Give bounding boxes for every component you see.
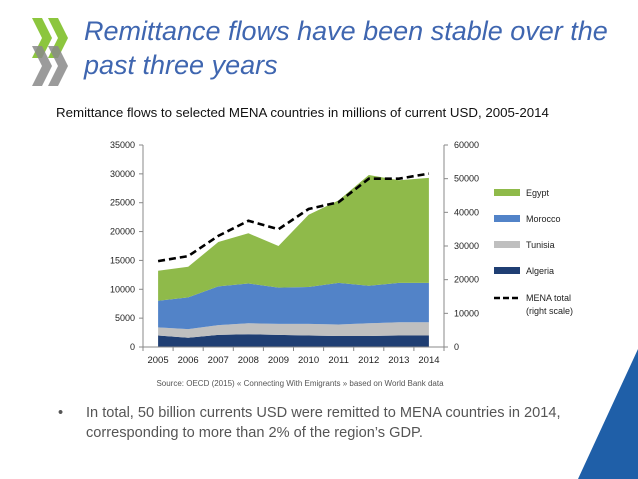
bullet-marker: • [58, 405, 64, 421]
left-tick-label: 5000 [115, 313, 135, 323]
x-tick-label: 2014 [418, 355, 439, 366]
x-tick-label: 2008 [238, 355, 259, 366]
area-egypt [158, 175, 429, 301]
corner-decoration [578, 349, 638, 479]
legend-label-tunisia: Tunisia [526, 240, 555, 250]
x-tick-label: 2010 [298, 355, 319, 366]
left-tick-label: 35000 [110, 140, 135, 150]
chart-subtitle: Remittance flows to selected MENA countr… [56, 105, 549, 120]
right-tick-label: 40000 [454, 207, 479, 217]
left-tick-label: 15000 [110, 255, 135, 265]
legend-label-algeria: Algeria [526, 266, 554, 276]
right-tick-label: 30000 [454, 241, 479, 251]
x-tick-label: 2009 [268, 355, 289, 366]
x-tick-label: 2013 [388, 355, 409, 366]
legend-swatch-egypt [494, 189, 520, 196]
x-tick-label: 2012 [358, 355, 379, 366]
left-tick-label: 0 [130, 342, 135, 352]
right-tick-label: 0 [454, 342, 459, 352]
right-tick-label: 50000 [454, 174, 479, 184]
right-tick-label: 60000 [454, 140, 479, 150]
area-algeria [158, 334, 429, 347]
legend-label-mena-total-line2: (right scale) [526, 306, 573, 316]
x-tick-label: 2005 [147, 355, 168, 366]
logo-grey-chevron [48, 46, 68, 86]
remittance-chart: 0 5000 10000 15000 20000 25000 30000 35000 0 1000… [110, 140, 573, 388]
legend-swatch-tunisia [494, 241, 520, 248]
oecd-logo [32, 18, 68, 86]
area-morocco [158, 282, 429, 330]
left-tick-label: 30000 [110, 169, 135, 179]
x-tick-label: 2007 [208, 355, 229, 366]
right-tick-label: 20000 [454, 275, 479, 285]
x-tick-label: 2011 [328, 355, 348, 366]
left-tick-label: 25000 [110, 198, 135, 208]
left-tick-label: 20000 [110, 227, 135, 237]
right-tick-label: 10000 [454, 308, 479, 318]
legend-swatch-algeria [494, 267, 520, 274]
logo-grey-chevron [32, 46, 52, 86]
bullet-point: • In total, 50 billion currents USD were… [58, 403, 606, 443]
chart-source: Source: OECD (2015) « Connecting With Em… [156, 379, 444, 388]
legend-label-mena-total-line1: MENA total [526, 293, 571, 303]
legend-swatch-morocco [494, 215, 520, 222]
x-tick-label: 2006 [178, 355, 199, 366]
left-tick-label: 10000 [110, 284, 135, 294]
legend-label-egypt: Egypt [526, 188, 550, 198]
mena-total-line [157, 172, 430, 263]
slide-title: Remittance flows have been stable over t… [84, 16, 608, 80]
bullet-text: In total, 50 billion currents USD were r… [86, 405, 561, 441]
legend-label-morocco: Morocco [526, 214, 561, 224]
area-tunisia [158, 322, 429, 338]
